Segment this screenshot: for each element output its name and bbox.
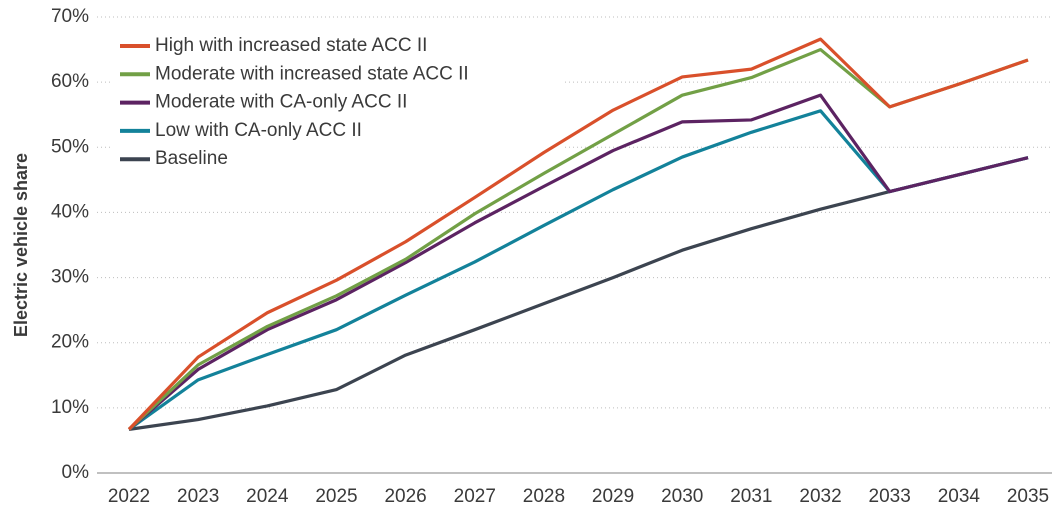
x-tick-label: 2032: [799, 486, 841, 507]
y-tick-label: 30%: [51, 267, 89, 288]
legend-label: Moderate with increased state ACC II: [155, 63, 469, 84]
series-line: [127, 93, 1029, 431]
x-tick-label: 2024: [246, 486, 289, 507]
y-tick-label: 0%: [62, 462, 90, 483]
legend-label: Baseline: [155, 148, 228, 169]
y-tick-label: 70%: [51, 6, 89, 27]
x-tick-label: 2023: [177, 486, 219, 507]
x-tick-label: 2035: [1007, 486, 1049, 507]
y-tick-label: 50%: [51, 136, 89, 157]
x-tick-label: 2034: [938, 486, 981, 507]
legend-label: High with increased state ACC II: [155, 35, 427, 56]
y-tick-label: 10%: [51, 397, 89, 418]
y-tick-label: 20%: [51, 332, 89, 353]
x-tick-label: 2033: [869, 486, 911, 507]
y-axis-label: Electric vehicle share: [11, 153, 31, 337]
x-tick-label: 2031: [730, 486, 772, 507]
y-tick-label: 60%: [51, 71, 89, 92]
x-tick-label: 2026: [384, 486, 426, 507]
series-line: [127, 37, 1029, 431]
x-tick-label: 2027: [454, 486, 496, 507]
x-tick-label: 2029: [592, 486, 634, 507]
legend-label: Moderate with CA-only ACC II: [155, 92, 407, 113]
y-tick-label: 40%: [51, 201, 89, 222]
x-tick-label: 2025: [315, 486, 357, 507]
legend-label: Low with CA-only ACC II: [155, 120, 362, 141]
x-tick-label: 2022: [108, 486, 150, 507]
x-tick-label: 2028: [523, 486, 565, 507]
series-line: [128, 156, 1029, 431]
x-tick-label: 2030: [661, 486, 703, 507]
legend-background: [112, 28, 562, 176]
